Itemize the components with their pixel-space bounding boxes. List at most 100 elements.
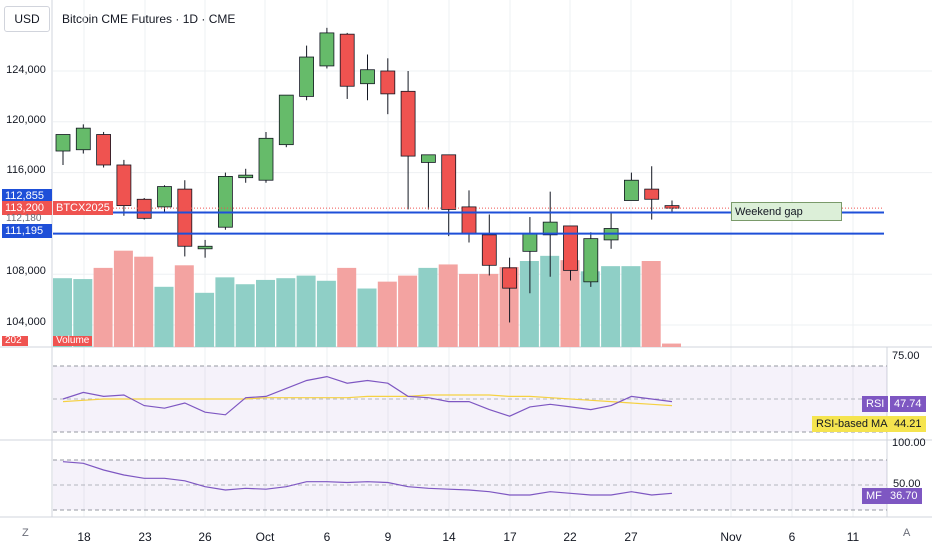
candle[interactable]	[644, 166, 660, 220]
time-label: 6	[788, 530, 796, 544]
time-label: 14	[442, 530, 456, 544]
candle[interactable]	[197, 239, 213, 258]
weekend-gap-annotation[interactable]: Weekend gap	[731, 202, 842, 221]
mf-label: MF	[862, 488, 886, 504]
candle[interactable]	[339, 32, 355, 99]
volume-bar	[377, 281, 397, 347]
time-label: 22	[563, 530, 577, 544]
volume-bar	[73, 279, 93, 347]
candle[interactable]	[157, 185, 172, 214]
volume-bar	[53, 278, 72, 347]
volume-label-tag: Volume	[53, 336, 93, 346]
log-scale-button[interactable]: Z	[22, 527, 29, 539]
currency-button[interactable]: USD	[4, 6, 50, 32]
candle[interactable]	[380, 58, 396, 115]
mf-level-label-mid: 50.00	[893, 478, 921, 490]
candle[interactable]	[664, 200, 680, 212]
volume-bar	[438, 264, 458, 347]
volume-bar	[662, 343, 681, 347]
time-label: 27	[624, 530, 638, 544]
price-label: 120,000	[6, 114, 46, 126]
candle[interactable]	[461, 190, 477, 243]
candle[interactable]	[177, 180, 193, 257]
time-label: 11	[846, 530, 860, 544]
price-chart[interactable]	[0, 0, 932, 518]
volume-bar	[256, 279, 275, 347]
rsi-ma-label: RSI-based MA	[812, 416, 892, 432]
candle[interactable]	[217, 172, 233, 230]
candle[interactable]	[441, 154, 457, 237]
rsi-value: 47.74	[890, 396, 926, 412]
level-price-partial: 112,180	[6, 213, 42, 224]
candle[interactable]	[360, 54, 375, 101]
volume-bar	[195, 292, 215, 347]
symbol-tag: BTCX2025	[53, 201, 113, 215]
volume-bar	[154, 286, 174, 347]
candle[interactable]	[136, 198, 152, 220]
price-label: 116,000	[6, 164, 46, 176]
volume-bar	[337, 267, 357, 347]
volume-bar	[235, 284, 255, 347]
time-label: Nov	[720, 530, 742, 544]
rsi-ma-line	[62, 394, 673, 407]
candle[interactable]	[481, 214, 497, 276]
volume-bar	[316, 280, 336, 347]
candle[interactable]	[278, 94, 294, 148]
time-label: 17	[503, 530, 517, 544]
volume-bar	[296, 275, 316, 347]
volume-bar	[113, 250, 133, 347]
volume-bar	[479, 273, 499, 347]
volume-bar	[215, 277, 235, 347]
candle[interactable]	[583, 232, 599, 287]
candle[interactable]	[319, 27, 335, 69]
candle[interactable]	[116, 159, 132, 216]
candle[interactable]	[55, 134, 71, 165]
rsi-level-label: 75.00	[892, 350, 920, 362]
price-label: 124,000	[6, 64, 46, 76]
candle[interactable]	[603, 213, 619, 249]
time-label: 9	[384, 530, 392, 544]
chart-title: Bitcoin CME Futures · 1D · CME	[62, 12, 236, 26]
candle[interactable]	[238, 168, 254, 183]
level-price-tag-top: 112,855	[2, 189, 52, 203]
mf-value: 36.70	[886, 488, 922, 504]
rsi-label: RSI	[862, 396, 889, 412]
rsi-ma-value: 44.21	[890, 416, 926, 432]
volume-bar	[134, 256, 154, 347]
rsi-line	[62, 375, 673, 417]
candle[interactable]	[75, 124, 91, 154]
volume-bar	[621, 266, 641, 347]
volume-bar	[459, 273, 478, 347]
time-label: 6	[323, 530, 331, 544]
volume-bar	[93, 267, 113, 347]
volume-bar	[641, 261, 661, 347]
volume-bar	[418, 267, 438, 347]
candle[interactable]	[522, 217, 538, 294]
candle[interactable]	[400, 71, 416, 210]
price-label: 104,000	[6, 316, 46, 328]
auto-scale-button[interactable]: A	[903, 527, 911, 539]
current-price-tag: 113,200	[2, 201, 52, 215]
volume-bar	[560, 260, 580, 347]
time-label: 23	[138, 530, 152, 544]
candle[interactable]	[502, 257, 518, 323]
volume-value-tag: 202	[2, 336, 28, 346]
candle-series[interactable]	[55, 27, 680, 323]
candle[interactable]	[420, 154, 436, 210]
price-label: 108,000	[6, 265, 46, 277]
candle[interactable]	[258, 131, 274, 183]
time-label: 26	[198, 530, 212, 544]
candle[interactable]	[624, 172, 639, 201]
volume-bar	[540, 255, 560, 347]
mf-level-label-top: 100.00	[892, 437, 926, 449]
candle[interactable]	[563, 225, 578, 281]
candle[interactable]	[96, 131, 111, 168]
volume-series	[53, 250, 681, 347]
mf-line	[62, 461, 673, 496]
time-label: Oct	[255, 530, 275, 544]
candle[interactable]	[299, 45, 315, 101]
volume-bar	[174, 265, 194, 347]
level-price-tag-bottom: 111,195	[2, 224, 52, 238]
volume-bar	[580, 271, 600, 347]
time-label: 18	[77, 530, 91, 544]
